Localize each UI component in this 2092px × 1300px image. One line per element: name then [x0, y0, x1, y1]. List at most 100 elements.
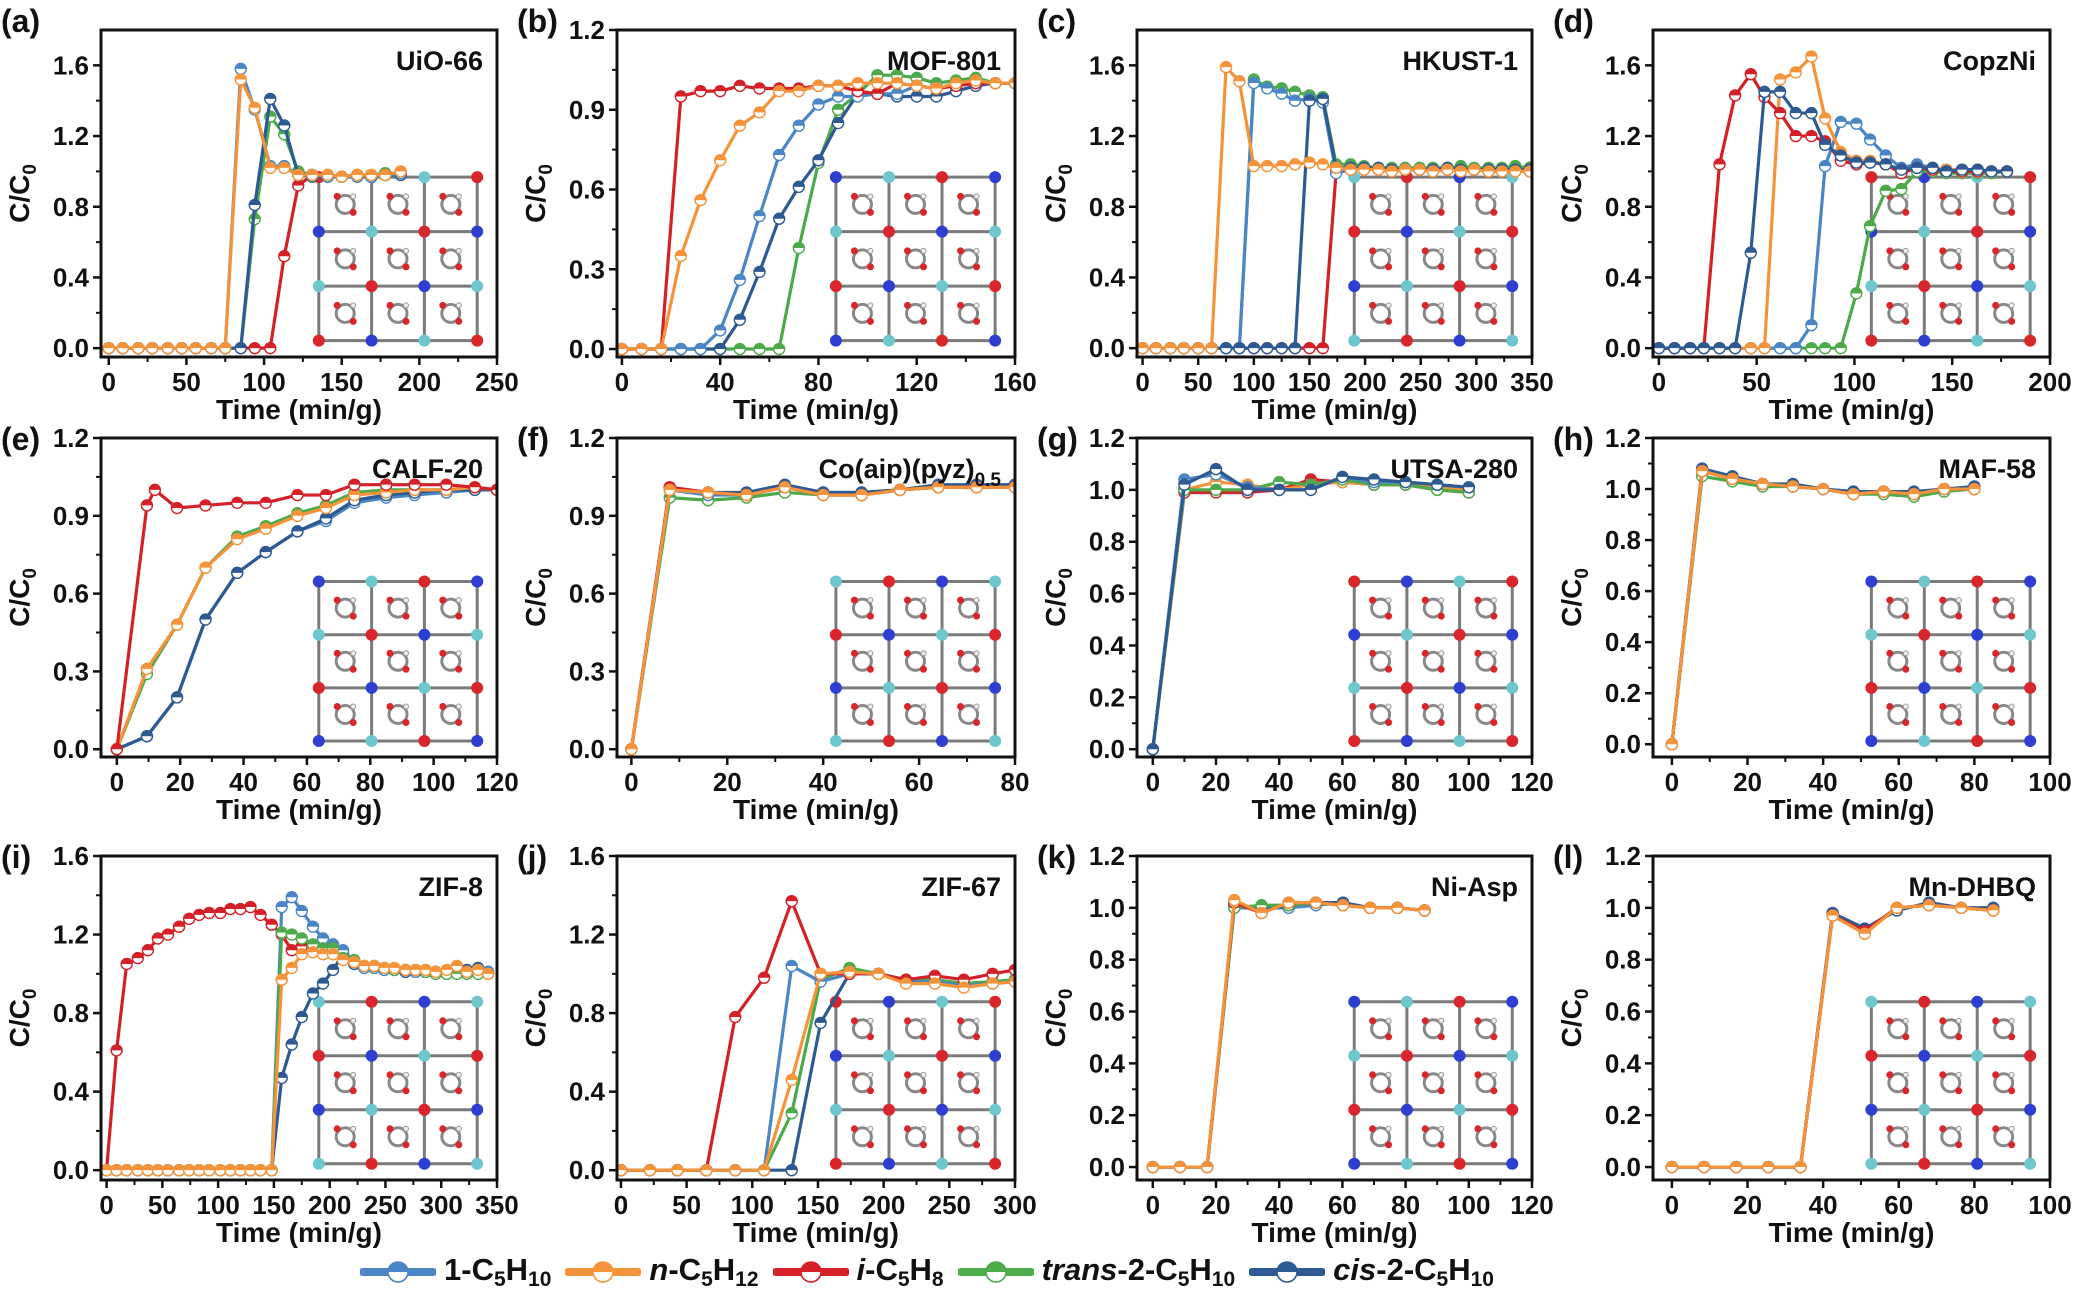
x-tick-label: 50: [148, 1190, 177, 1220]
y-axis-label: C/C0: [1556, 989, 1593, 1048]
x-tick-label: 100: [1833, 367, 1876, 397]
y-tick-label: 0.6: [1605, 576, 1641, 606]
x-tick-label: 100: [412, 767, 455, 797]
chart-panel-12: (l) Mn-DHBQ crystal structure Mn-DHBQ 0 20 40…: [1553, 839, 2072, 1248]
y-tick-label: 0.8: [1089, 945, 1125, 975]
data-point: [816, 488, 830, 502]
x-tick-label: 40: [1265, 1190, 1294, 1220]
data-point: [843, 965, 856, 979]
chart-title: Ni-Asp: [1431, 872, 1518, 902]
data-point: [1344, 163, 1357, 176]
data-point: [326, 947, 340, 961]
x-tick-label: 80: [1391, 767, 1420, 797]
y-axis-label: C/C0: [1556, 164, 1593, 223]
series-line-1-C5H10: [1151, 472, 1469, 750]
y-tick-label: 1.6: [53, 50, 89, 80]
chart-panel-5: (e) CALF-20 crystal structure CALF-20 0 20 40…: [1, 421, 519, 825]
series-group: [617, 68, 1015, 356]
plot-frame: [1651, 854, 2052, 1182]
data-point: [278, 250, 291, 263]
data-point: [1744, 67, 1757, 81]
data-point: [1728, 89, 1742, 102]
data-point: [1834, 149, 1847, 162]
data-point: [365, 168, 378, 182]
y-tick-label: 0.4: [1089, 630, 1126, 660]
data-point: [871, 87, 884, 101]
data-point: [1987, 904, 2000, 917]
data-point: [231, 532, 244, 546]
y-tick-label: 0.4: [1605, 1048, 1642, 1078]
y-tick-label: 0.0: [1089, 734, 1125, 764]
data-point: [635, 342, 648, 356]
data-point: [643, 1163, 657, 1177]
data-point: [172, 920, 186, 933]
data-point: [1713, 158, 1726, 171]
data-point: [259, 496, 272, 510]
data-point: [753, 342, 766, 356]
data-point: [792, 241, 806, 255]
data-point: [1762, 1160, 1775, 1174]
y-axis-label: C/C0: [1040, 164, 1077, 223]
x-tick-label: 150: [1288, 367, 1331, 397]
data-point: [468, 481, 482, 494]
x-tick-label: 160: [993, 367, 1036, 397]
data-point: [1665, 1160, 1679, 1174]
x-axis-label: Time (min/g): [1769, 1217, 1935, 1248]
y-tick-label: 0.8: [1089, 192, 1125, 222]
data-point: [1789, 129, 1802, 143]
data-point: [910, 79, 923, 93]
data-point: [1462, 481, 1476, 494]
x-tick-label: 60: [1328, 1190, 1357, 1220]
data-point: [192, 1163, 206, 1177]
x-tick-label: 80: [804, 367, 833, 397]
x-tick-label: 20: [166, 767, 195, 797]
data-point: [102, 341, 115, 355]
data-point: [733, 79, 747, 93]
y-tick-label: 0.0: [1605, 729, 1641, 759]
data-point: [700, 1163, 713, 1177]
panel-label: (l): [1553, 839, 1583, 875]
data-point: [199, 613, 212, 626]
legend-marker-icon: [360, 1261, 436, 1283]
data-point: [1697, 1160, 1711, 1174]
y-axis-label: C/C0: [1556, 568, 1593, 627]
data-point: [1399, 475, 1412, 489]
data-point: [1329, 161, 1343, 175]
x-tick-label: 50: [172, 367, 201, 397]
data-point: [1971, 163, 1984, 176]
data-point: [674, 249, 688, 263]
x-tick-label: 0: [615, 367, 629, 397]
data-point: [1850, 156, 1863, 169]
series-line-1-C5H10: [621, 81, 1015, 351]
data-point: [969, 74, 982, 87]
data-point: [1910, 161, 1924, 175]
chart-title: MOF-801: [887, 46, 1001, 76]
y-tick-label: 0.0: [1605, 1152, 1641, 1182]
chart-panel-1: (a) UiO-66 crystal structure UiO-66 0 50 100 1…: [1, 3, 519, 425]
y-tick-label: 0.6: [569, 175, 605, 205]
x-tick-label: 80: [1001, 767, 1030, 797]
data-point: [170, 691, 184, 704]
x-tick-label: 50: [1742, 367, 1771, 397]
data-point: [663, 483, 676, 497]
data-point: [248, 101, 261, 114]
plot-frame: [99, 854, 499, 1182]
data-point: [1367, 473, 1381, 486]
data-point: [1895, 182, 1908, 196]
crystal-structure-inset: UTSA-280 crystal structure: [1348, 575, 1519, 748]
data-point: [814, 1016, 827, 1030]
x-tick-label: 60: [1328, 767, 1357, 797]
series-line-1-C5H10: [1670, 469, 1975, 745]
x-axis-label: Time (min/g): [733, 1217, 899, 1248]
data-point: [851, 76, 864, 90]
data-point: [450, 959, 464, 973]
x-axis-label: Time (min/g): [216, 394, 382, 425]
data-point: [1713, 341, 1726, 355]
data-point: [753, 82, 766, 95]
data-point: [1146, 743, 1160, 756]
data-point: [814, 967, 827, 981]
y-tick-label: 0.0: [53, 333, 89, 363]
legend-label: i-C5H8: [856, 1252, 944, 1291]
data-point: [772, 148, 786, 162]
data-point: [694, 84, 707, 98]
